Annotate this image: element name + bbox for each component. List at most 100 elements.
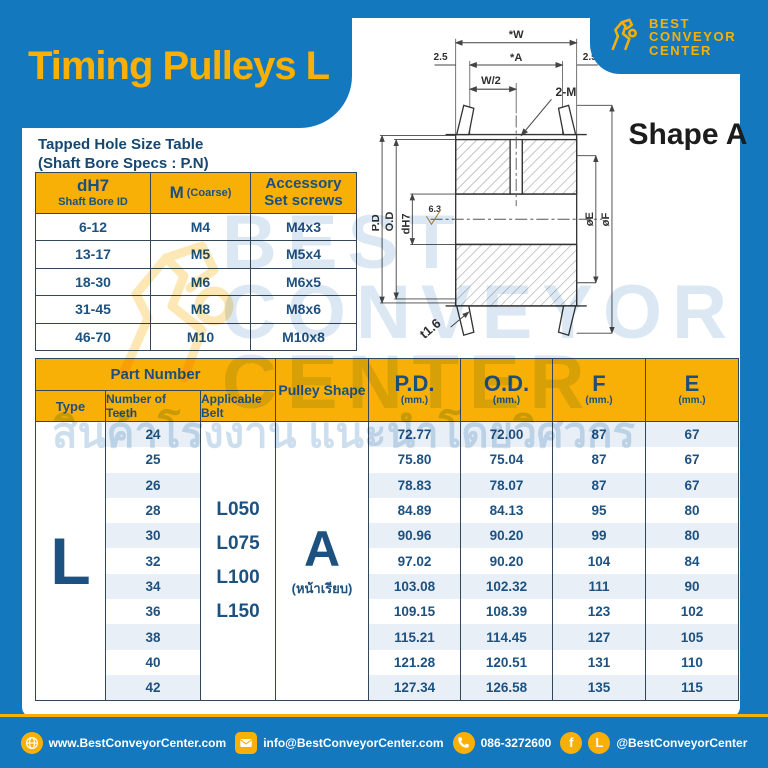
table-cell: 32 bbox=[106, 548, 201, 574]
title-block: Timing Pulleys L bbox=[0, 0, 352, 128]
tapped-caption-line2: (Shaft Bore Specs : P.N) bbox=[38, 154, 209, 172]
table-cell: 13-17 bbox=[36, 241, 151, 269]
table-cell: 87 bbox=[553, 472, 646, 498]
dim-label-od: O.D bbox=[384, 212, 396, 232]
footer-bar: www.BestConveyorCenter.com info@BestConv… bbox=[0, 717, 768, 768]
table-cell: M4x3 bbox=[251, 214, 356, 242]
footer-phone[interactable]: 086-3272600 bbox=[452, 731, 551, 754]
pulley-shape-cell: A (หน้าเรียบ) bbox=[276, 422, 369, 701]
table-cell: 78.07 bbox=[461, 472, 553, 498]
brand-line: CENTER bbox=[649, 42, 713, 58]
table-cell: 67 bbox=[646, 472, 738, 498]
table-cell: 114.45 bbox=[461, 624, 553, 650]
phone-icon bbox=[452, 731, 475, 754]
tapped-header-m: M (Coarse) bbox=[151, 173, 251, 214]
table-cell: 110 bbox=[646, 649, 738, 675]
timing-pulley-spec-table: Part Number Type Number of Teeth Applica… bbox=[35, 358, 739, 702]
table-cell: 6-12 bbox=[36, 214, 151, 242]
table-cell: 103.08 bbox=[369, 573, 461, 600]
table-cell: 90.96 bbox=[369, 523, 461, 549]
header-pulley-shape: Pulley Shape bbox=[276, 359, 369, 421]
belt-item: L100 bbox=[216, 567, 260, 589]
dim-label-margin-left: 2.5 bbox=[434, 52, 448, 63]
table-cell: M5x4 bbox=[251, 241, 356, 269]
table-cell: 31-45 bbox=[36, 296, 151, 324]
table-cell: 26 bbox=[106, 472, 201, 498]
brand-mascot-icon bbox=[604, 13, 642, 62]
footer-website[interactable]: www.BestConveyorCenter.com bbox=[20, 731, 226, 754]
dim-label-pd: P.D bbox=[372, 214, 382, 231]
belt-item: L150 bbox=[216, 601, 260, 623]
tapped-header-setscrew: Accessory Set screws bbox=[251, 173, 356, 214]
table-cell: 90 bbox=[646, 573, 738, 600]
table-cell: 109.15 bbox=[369, 599, 461, 625]
header-od: O.D. (mm.) bbox=[461, 359, 553, 421]
line-icon: L bbox=[588, 731, 611, 754]
table-cell: 24 bbox=[106, 422, 201, 448]
table-cell: 84.89 bbox=[369, 497, 461, 524]
table-cell: 80 bbox=[646, 497, 738, 524]
table-cell: 67 bbox=[646, 422, 738, 448]
table-cell: 84 bbox=[646, 548, 738, 574]
table-cell: 75.04 bbox=[461, 447, 553, 473]
table-cell: M5 bbox=[151, 241, 251, 269]
facebook-icon: f bbox=[560, 731, 583, 754]
table-cell: 28 bbox=[106, 497, 201, 524]
globe-icon bbox=[20, 731, 43, 754]
table-cell: 126.58 bbox=[461, 674, 553, 701]
table-cell: 135 bbox=[553, 674, 646, 701]
dim-label-thickness: t1.6 bbox=[417, 316, 444, 342]
pulley-cross-section-drawing: *W *A 2.5 2.5 W/2 2-M bbox=[370, 24, 617, 354]
envelope-icon bbox=[235, 731, 258, 754]
table-cell: 99 bbox=[553, 523, 646, 549]
table-cell: 123 bbox=[553, 599, 646, 625]
dim-label-tap: 2-M bbox=[555, 85, 576, 99]
dim-label-w: *W bbox=[509, 29, 524, 41]
table-cell: 102 bbox=[646, 599, 738, 625]
table-cell: 42 bbox=[106, 674, 201, 701]
table-cell: 78.83 bbox=[369, 472, 461, 498]
tapped-header-bore: dH7 Shaft Bore ID bbox=[36, 173, 151, 214]
page-title: Timing Pulleys L bbox=[28, 44, 330, 88]
table-cell: 115 bbox=[646, 674, 738, 701]
table-cell: 104 bbox=[553, 548, 646, 574]
table-cell: 90.20 bbox=[461, 548, 553, 574]
header-type: Type bbox=[36, 391, 106, 421]
table-cell: 95 bbox=[553, 497, 646, 524]
table-cell: 67 bbox=[646, 447, 738, 473]
table-cell: 36 bbox=[106, 599, 201, 625]
shape-a-label: Shape A bbox=[628, 118, 748, 151]
brand-line: CONVEYOR bbox=[649, 29, 737, 45]
surface-finish-label: 6.3 bbox=[428, 204, 441, 214]
table-cell: 34 bbox=[106, 573, 201, 600]
dim-label-margin-right: 2.5 bbox=[583, 52, 597, 63]
table-cell: M6x5 bbox=[251, 268, 356, 297]
footer-email[interactable]: info@BestConveyorCenter.com bbox=[235, 731, 444, 754]
spec-table-header: Part Number Type Number of Teeth Applica… bbox=[36, 359, 738, 422]
footer-social[interactable]: f L @BestConveyorCenter bbox=[560, 731, 747, 754]
tapped-hole-size-table: dH7 Shaft Bore ID M (Coarse) Accessory S… bbox=[35, 172, 357, 351]
table-cell: M8x6 bbox=[251, 296, 356, 324]
applicable-belt-cell: L050 L075 L100 L150 bbox=[201, 422, 276, 701]
table-cell: 38 bbox=[106, 624, 201, 650]
table-cell: 102.32 bbox=[461, 573, 553, 600]
table-cell: M10x8 bbox=[251, 323, 356, 350]
table-cell: 105 bbox=[646, 624, 738, 650]
footer-divider bbox=[0, 714, 768, 717]
header-f: F (mm.) bbox=[553, 359, 646, 421]
table-cell: 115.21 bbox=[369, 624, 461, 650]
table-cell: M6 bbox=[151, 268, 251, 297]
table-cell: M4 bbox=[151, 214, 251, 242]
table-cell: 111 bbox=[553, 573, 646, 600]
table-cell: M10 bbox=[151, 323, 251, 350]
dim-label-dia-f: øF bbox=[600, 213, 612, 227]
table-cell: 30 bbox=[106, 523, 201, 549]
header-applicable-belt: Applicable Belt bbox=[201, 391, 276, 421]
table-cell: 87 bbox=[553, 447, 646, 473]
header-pd: P.D. (mm.) bbox=[369, 359, 461, 421]
tapped-table-caption: Tapped Hole Size Table (Shaft Bore Specs… bbox=[38, 136, 209, 174]
table-cell: 84.13 bbox=[461, 497, 553, 524]
table-cell: 75.80 bbox=[369, 447, 461, 473]
dim-label-dia-e: øE bbox=[584, 212, 596, 226]
